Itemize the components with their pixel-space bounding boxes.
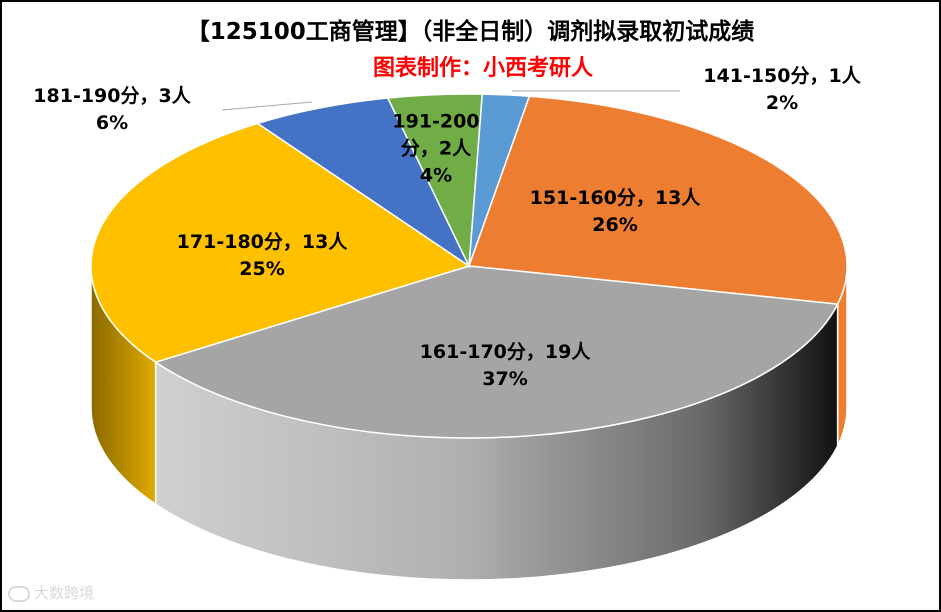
slice-label-151-160: 151-160分，13人 26% (530, 185, 701, 239)
slice-percent-191-200: 4% (419, 164, 453, 187)
slice-range-count-141-150: 141-150分，1人 (703, 65, 861, 87)
slice-range-count-191-200: 分，2人 (400, 137, 472, 160)
watermark: 大数跨境 (8, 582, 94, 603)
pie-slice-161-170 (153, 265, 839, 439)
slice-range-count-171-180: 171-180分，13人 (176, 231, 348, 253)
slice-percent-141-150: 2% (765, 92, 799, 114)
slice-label-161-170: 161-170分，19人 37% (420, 339, 591, 393)
slice-percent-171-180: 25% (239, 258, 285, 280)
chart-title: 【125100工商管理】（非全日制）调剂拟录取初试成绩 (186, 19, 755, 45)
slice-range-count-151-160: 151-160分，13人 (529, 187, 701, 209)
slice-label-181-190: 181-190分，3人 6% (33, 83, 190, 137)
slice-label-191-200: 191-200 分，2人 4% (392, 109, 479, 190)
pie-slice-151-160 (467, 95, 848, 305)
watermark-logo-icon (8, 585, 30, 602)
chart-subtitle: 图表制作：小西考研人 (372, 56, 593, 81)
slice-percent-181-190: 6% (95, 112, 129, 134)
pie-slice-191-200 (386, 93, 484, 269)
slice-range-count-161-170: 161-170分，19人 (419, 341, 591, 363)
pie-slice-171-180 (90, 122, 471, 364)
slice-percent-161-170: 37% (482, 368, 528, 390)
slice-label-141-150: 141-150分，1人 2% (703, 63, 860, 117)
slice-range-count-181-190: 181-190分，3人 (33, 85, 191, 107)
leader-line-181-190 (221, 101, 313, 111)
slice-label-171-180: 171-180分，13人 25% (177, 229, 348, 283)
slice-range-count-191-200: 191-200 (392, 110, 480, 133)
pie-slice-181-190 (255, 97, 471, 269)
watermark-text: 大数跨境 (34, 584, 95, 602)
slice-percent-151-160: 26% (592, 214, 638, 236)
